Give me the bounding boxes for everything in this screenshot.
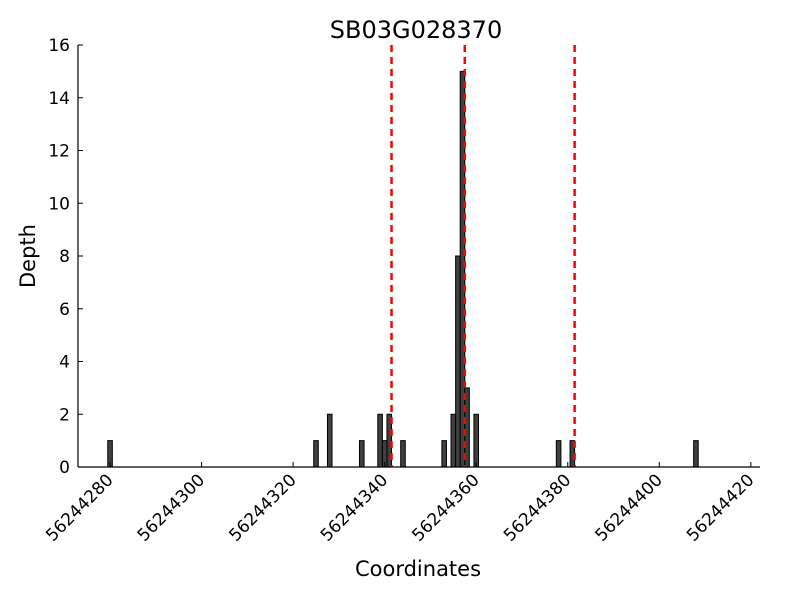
bar-1	[313, 440, 319, 468]
y-tick-label-7: 14	[48, 89, 70, 109]
bar-16	[693, 440, 699, 468]
y-tick-label-1: 2	[59, 405, 70, 425]
x-tick-label-6: 56244400	[592, 470, 667, 545]
x-axis-label: Coordinates	[355, 557, 481, 581]
y-tick-label-4: 8	[59, 247, 70, 267]
y-tick-label-5: 10	[48, 194, 70, 214]
x-tick-label-5: 56244380	[500, 470, 575, 545]
y-tick-label-0: 0	[59, 458, 70, 478]
bar-4	[377, 413, 383, 468]
bar-10	[455, 255, 461, 468]
bar-14	[555, 440, 562, 468]
bar-8	[441, 440, 447, 468]
bar-3	[359, 440, 365, 468]
bar-7	[400, 440, 406, 468]
bar-9	[450, 413, 457, 468]
bar-series	[107, 70, 699, 468]
y-tick-label-2: 4	[59, 353, 70, 373]
x-tick-label-0: 56244280	[42, 470, 117, 545]
x-tick-label-4: 56244360	[408, 470, 483, 545]
chart-title: SB03G028370	[330, 16, 502, 44]
y-tick-label-8: 16	[48, 36, 70, 56]
bar-13	[473, 413, 480, 468]
x-tick-label-7: 56244420	[683, 470, 758, 545]
x-tick-label-1: 56244300	[134, 470, 209, 545]
y-axis-label: Depth	[16, 224, 40, 288]
y-tick-label-6: 12	[48, 142, 70, 162]
bar-2	[326, 413, 333, 468]
marker-lines	[390, 45, 576, 467]
y-tick-label-3: 6	[59, 300, 70, 320]
x-tick-label-3: 56244340	[317, 470, 392, 545]
x-tick-label-2: 56244320	[225, 470, 300, 545]
